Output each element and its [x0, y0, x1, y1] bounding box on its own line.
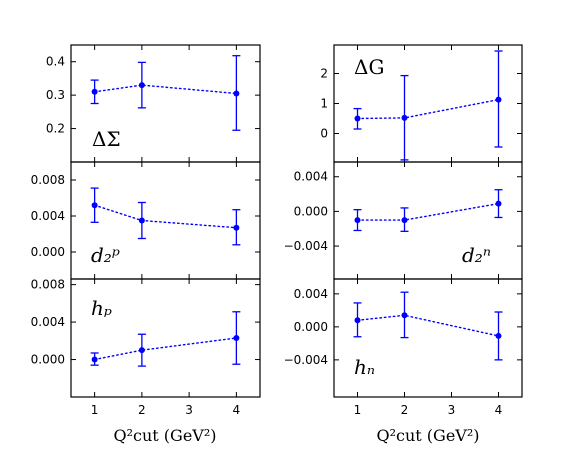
panel-label-delta-sigma: ΔΣ [92, 127, 121, 151]
data-point [401, 217, 408, 224]
data-point [354, 217, 361, 224]
data-point [91, 356, 98, 363]
series-line [356, 202, 500, 221]
y-tick-label: 1 [320, 97, 328, 111]
y-tick-label: 0.004 [31, 209, 65, 223]
y-tick-label: 0.3 [46, 88, 65, 102]
data-point [138, 347, 145, 354]
x-tick-label: 1 [354, 403, 362, 417]
y-tick-label: 2 [320, 67, 328, 81]
x-axis-label-left: Q²cut (GeV²) [113, 426, 216, 445]
y-tick-label: 0.008 [31, 173, 65, 187]
x-tick-label: 4 [495, 403, 503, 417]
y-tick-label: 0.000 [31, 353, 65, 367]
panel-label-hn: hₙ [354, 355, 375, 379]
data-point [138, 217, 145, 224]
x-tick-label: 4 [233, 403, 241, 417]
y-tick-label: 0.000 [294, 320, 328, 334]
panel-label-hp: hₚ [91, 296, 112, 320]
y-tick-label: 0.000 [31, 245, 65, 259]
series-line [356, 98, 500, 120]
series-line [93, 84, 238, 95]
x-tick-label: 2 [138, 403, 146, 417]
series-line [356, 314, 500, 337]
y-tick-label: 0.2 [46, 122, 65, 136]
panel-label-delta-g: ΔG [354, 55, 384, 79]
panel-frame [70, 278, 261, 398]
y-tick-label: 0.004 [31, 315, 65, 329]
data-point [91, 88, 98, 95]
data-point [495, 200, 502, 207]
y-tick-label: 0.4 [46, 55, 65, 69]
series-line [93, 204, 238, 229]
y-tick-label: −0.004 [284, 239, 328, 253]
data-point [495, 96, 502, 103]
series-line [93, 337, 238, 361]
data-point [401, 114, 408, 121]
data-point [138, 82, 145, 89]
y-tick-label: 0.004 [294, 170, 328, 184]
data-point [401, 312, 408, 319]
data-point [91, 202, 98, 209]
data-point [495, 332, 502, 339]
y-tick-label: 0 [320, 127, 328, 141]
data-point [354, 115, 361, 122]
data-point [233, 224, 240, 231]
x-tick-label: 1 [91, 403, 99, 417]
panel-label-d2p: d₂ᵖ [91, 243, 120, 267]
x-tick-label: 3 [185, 403, 193, 417]
x-tick-label: 3 [448, 403, 456, 417]
y-tick-label: 0.008 [31, 278, 65, 292]
y-tick-label: 0.000 [294, 204, 328, 218]
x-axis-label-right: Q²cut (GeV²) [376, 426, 479, 445]
y-tick-label: −0.004 [284, 353, 328, 367]
y-tick-label: 0.004 [294, 287, 328, 301]
x-tick-label: 2 [401, 403, 409, 417]
data-point [354, 317, 361, 324]
panel-frame [333, 278, 523, 398]
data-point [233, 90, 240, 97]
data-point [233, 335, 240, 341]
panel-label-d2n: d₂ⁿ [462, 243, 491, 267]
